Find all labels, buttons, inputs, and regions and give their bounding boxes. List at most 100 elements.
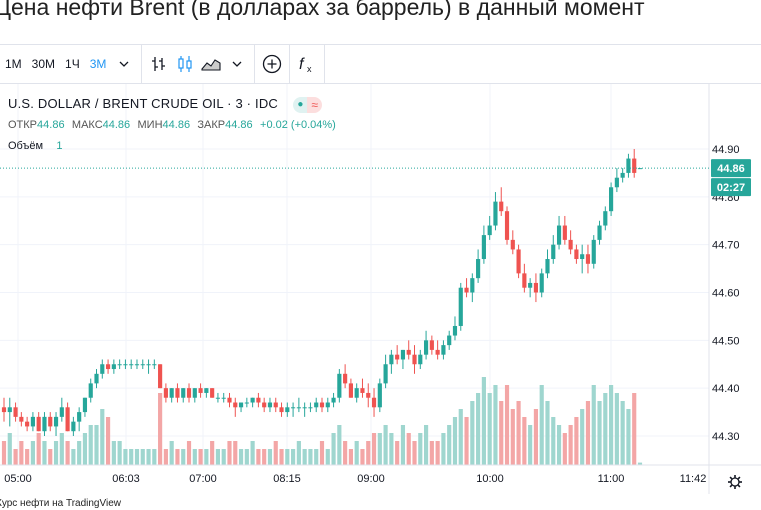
candle-body xyxy=(204,388,209,393)
timeframe-1h[interactable]: 1Ч xyxy=(65,57,80,71)
volume-bar xyxy=(175,449,180,465)
chevron-down-icon[interactable] xyxy=(111,45,137,83)
candle-body xyxy=(250,397,255,403)
plus-circle-icon[interactable] xyxy=(259,45,285,83)
candle-body xyxy=(71,421,76,432)
volume-bar xyxy=(389,433,394,465)
volume-bar xyxy=(82,433,88,465)
price-chart[interactable]: 44.9044.8044.7044.6044.5044.4044.3005:00… xyxy=(0,84,761,494)
open-label: ОТКР xyxy=(8,119,38,131)
candle-body xyxy=(470,278,475,293)
volume-bar xyxy=(337,425,342,465)
gear-icon-tooth[interactable] xyxy=(737,484,741,488)
candle-body xyxy=(100,364,105,374)
candle-body xyxy=(504,211,510,240)
candle-body xyxy=(48,416,53,427)
volume-bar xyxy=(291,449,296,465)
volume-bar xyxy=(423,425,429,465)
candle-body xyxy=(238,402,244,408)
volume-bar xyxy=(400,425,406,465)
gear-icon-tooth[interactable] xyxy=(737,476,741,480)
volume-bar xyxy=(441,433,446,465)
volume-bar xyxy=(105,417,111,465)
candle-body xyxy=(591,239,596,264)
volume-bar xyxy=(227,441,232,465)
area-chart-icon[interactable] xyxy=(198,45,224,83)
volume-bar xyxy=(395,441,400,465)
candle-body xyxy=(25,421,30,427)
timeframe-1m[interactable]: 1М xyxy=(5,57,22,71)
candle-body xyxy=(360,388,365,393)
candle-body xyxy=(371,397,377,408)
x-tick-label: 05:00 xyxy=(4,473,32,485)
timeframe-30m[interactable]: 30М xyxy=(31,57,56,71)
y-tick-label: 44.30 xyxy=(712,431,740,443)
candle-body xyxy=(267,402,273,408)
candle-body xyxy=(580,254,585,260)
x-tick-label: 07:00 xyxy=(189,473,217,485)
candle-body xyxy=(198,388,203,393)
candle-body xyxy=(539,273,544,293)
candle-body xyxy=(19,416,24,422)
volume-bar xyxy=(343,441,348,465)
volume-bar xyxy=(221,449,226,465)
market-status-badge[interactable]: ● ≈ xyxy=(293,96,322,113)
chart-area[interactable]: 44.90 44.80 44.70 44.60 44.50 44.40 44.30 05:00… xyxy=(0,84,761,494)
gear-icon[interactable] xyxy=(728,475,742,489)
candle-body xyxy=(65,407,70,432)
volume-bar xyxy=(36,433,41,465)
candle-body xyxy=(227,397,232,403)
volume-bar xyxy=(556,425,562,465)
candle-body xyxy=(30,416,35,427)
candle-body xyxy=(146,364,151,366)
volume-bar xyxy=(366,441,371,465)
volume-bar xyxy=(181,449,186,465)
volume-label[interactable]: Объём xyxy=(8,140,44,152)
gear-icon-tooth[interactable] xyxy=(729,476,733,480)
volume-bar xyxy=(603,393,608,465)
gear-icon-tooth[interactable] xyxy=(729,484,733,488)
high-label: МАКС xyxy=(71,119,103,131)
x-tick-label: 08:15 xyxy=(273,473,301,485)
candle-body xyxy=(233,402,238,408)
candle-body xyxy=(614,177,619,188)
candle-body xyxy=(493,201,498,226)
volume-bar xyxy=(140,449,145,465)
source-caption[interactable]: Курс нефти на TradingView xyxy=(0,498,121,509)
volume-bar xyxy=(267,449,273,465)
candle-body xyxy=(354,388,359,398)
volume-bar xyxy=(406,433,411,465)
volume-bar xyxy=(94,425,99,465)
candle-body xyxy=(94,373,99,384)
volume-bar xyxy=(533,409,539,465)
volume-bar xyxy=(476,393,481,465)
volume-bar xyxy=(458,409,463,465)
candle-body xyxy=(337,373,342,398)
volume-bar xyxy=(285,449,290,465)
candle-body xyxy=(412,354,417,365)
symbol-title[interactable]: U.S. DOLLAR / BRENT CRUDE OIL · 3 · IDC xyxy=(8,96,279,111)
close-value: 44.86 xyxy=(225,119,253,131)
timeframe-3m[interactable]: 3М xyxy=(89,57,107,71)
volume-bar xyxy=(204,449,209,465)
candle-body xyxy=(458,287,463,326)
volume-bar xyxy=(371,433,377,465)
candle-body xyxy=(343,373,348,384)
candle-body xyxy=(36,416,41,432)
candles-icon[interactable] xyxy=(172,45,198,83)
candle-body xyxy=(597,225,602,240)
volume-bar xyxy=(48,449,53,465)
volume-bar xyxy=(464,417,469,465)
volume-bar xyxy=(1,441,7,465)
candle-body xyxy=(82,397,88,413)
candle-body xyxy=(279,407,284,413)
candle-body xyxy=(562,225,567,240)
chevron-down-icon[interactable] xyxy=(224,45,250,83)
volume-bar xyxy=(100,409,105,465)
gear-icon-ring[interactable] xyxy=(730,477,740,487)
candle-body xyxy=(620,172,625,178)
x-tick-label: 11:00 xyxy=(598,473,625,485)
volume-bar xyxy=(256,449,261,465)
bar-chart-icon[interactable] xyxy=(146,45,172,83)
